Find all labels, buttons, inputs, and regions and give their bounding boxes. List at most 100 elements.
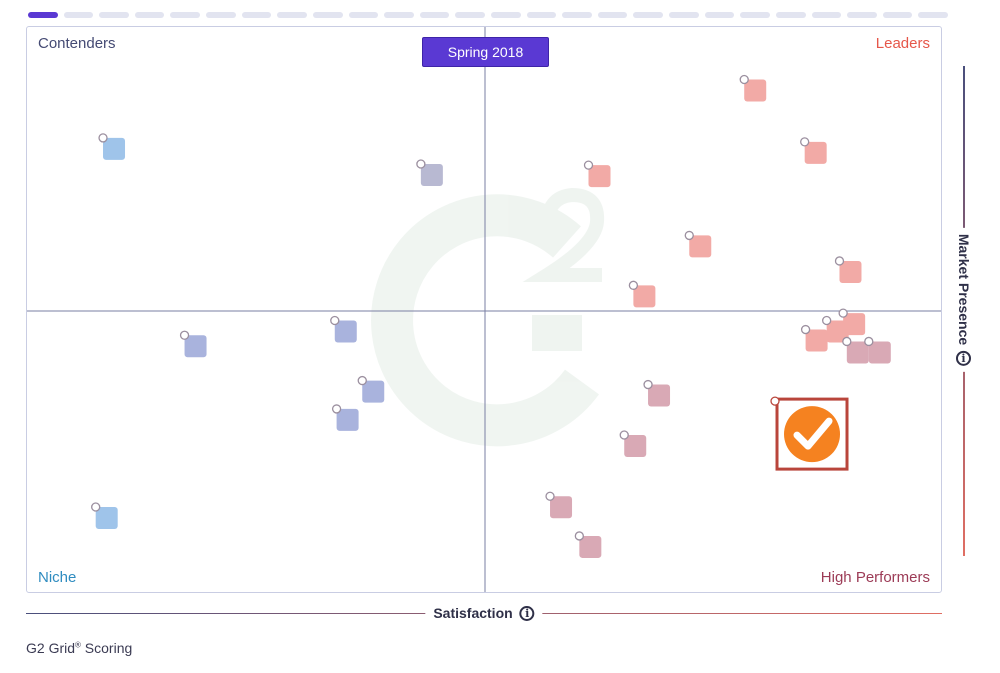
info-icon[interactable]: i <box>956 351 972 367</box>
product-marker[interactable] <box>619 430 647 458</box>
product-marker[interactable] <box>331 404 359 431</box>
product-marker[interactable] <box>583 160 611 188</box>
footer-caption: G2 Grid® Scoring <box>26 640 132 656</box>
product-tile[interactable] <box>336 408 359 431</box>
marker-pin <box>834 256 845 266</box>
product-tile[interactable] <box>804 141 827 164</box>
progress-step[interactable] <box>455 12 485 18</box>
marker-pin <box>770 396 780 406</box>
progress-step[interactable] <box>28 12 58 18</box>
x-axis-title: Satisfaction <box>433 605 513 621</box>
progress-step[interactable] <box>277 12 307 18</box>
product-tile[interactable] <box>550 496 573 519</box>
progress-step[interactable] <box>63 12 94 18</box>
product-marker[interactable] <box>684 230 712 258</box>
product-tile[interactable] <box>839 260 862 283</box>
progress-step[interactable] <box>669 12 699 18</box>
progress-step[interactable] <box>918 12 948 18</box>
x-axis-label: Satisfaction i <box>425 605 543 621</box>
product-marker[interactable] <box>628 280 656 308</box>
marker-pin <box>864 336 874 347</box>
progress-step[interactable] <box>312 12 343 18</box>
quadrant-label-contenders: Contenders <box>38 35 116 52</box>
progress-step[interactable] <box>811 12 842 18</box>
chart-canvas <box>27 27 941 592</box>
data-points <box>91 74 891 558</box>
product-marker[interactable] <box>98 133 126 160</box>
product-tile[interactable] <box>334 320 357 343</box>
product-tile[interactable] <box>805 329 828 352</box>
progress-step[interactable] <box>704 12 735 18</box>
progress-step[interactable] <box>633 12 664 18</box>
marker-pin <box>822 315 832 326</box>
product-tile[interactable] <box>633 285 656 308</box>
progress-step[interactable] <box>134 12 165 18</box>
product-marker[interactable] <box>574 531 602 558</box>
progress-step[interactable] <box>419 12 450 18</box>
marker-pin <box>842 336 852 347</box>
info-icon[interactable]: i <box>519 605 535 621</box>
quadrant-label-high-performers: High Performers <box>820 569 930 586</box>
checkmark-stroke <box>793 417 833 450</box>
product-marker[interactable] <box>800 324 828 352</box>
marker-pin <box>628 280 639 290</box>
product-tile[interactable] <box>103 137 126 160</box>
product-marker[interactable] <box>800 137 827 164</box>
marker-pin <box>643 379 653 390</box>
product-tile[interactable] <box>648 384 671 407</box>
product-marker[interactable] <box>416 159 443 186</box>
progress-step[interactable] <box>740 12 770 18</box>
g2-grid-chart <box>26 26 942 593</box>
product-tile[interactable] <box>579 535 602 558</box>
product-marker[interactable] <box>864 336 891 364</box>
progress-step[interactable] <box>170 12 201 18</box>
period-button[interactable]: Spring 2018 <box>422 37 549 67</box>
progress-step[interactable] <box>562 12 592 18</box>
marker-pin <box>583 160 594 170</box>
marker-pin <box>574 531 584 541</box>
progress-step[interactable] <box>597 12 628 18</box>
product-marker[interactable] <box>834 256 862 283</box>
progress-step[interactable] <box>882 12 913 18</box>
highlighted-product-marker[interactable] <box>770 396 849 471</box>
product-marker[interactable] <box>91 502 118 530</box>
product-tile[interactable] <box>588 165 611 188</box>
progress-step[interactable] <box>526 12 557 18</box>
product-tile[interactable] <box>744 79 767 102</box>
product-marker[interactable] <box>822 315 849 343</box>
progress-step[interactable] <box>206 12 236 18</box>
progress-step[interactable] <box>348 12 379 18</box>
progress-step[interactable] <box>491 12 521 18</box>
progress-step[interactable] <box>99 12 129 18</box>
product-tile[interactable] <box>826 320 849 343</box>
product-marker[interactable] <box>179 330 207 358</box>
product-tile[interactable] <box>624 435 647 458</box>
product-marker[interactable] <box>545 491 573 519</box>
registered-mark: ® <box>75 640 81 650</box>
progress-step[interactable] <box>241 12 272 18</box>
product-tile[interactable] <box>689 235 712 258</box>
g2-logo-watermark <box>371 187 605 447</box>
product-tile[interactable] <box>846 341 869 364</box>
product-tile[interactable] <box>95 507 118 530</box>
product-marker[interactable] <box>330 315 357 343</box>
product-tile[interactable] <box>420 163 443 186</box>
marker-pin <box>838 308 848 318</box>
product-tile[interactable] <box>362 380 385 403</box>
footer-suffix: Scoring <box>80 640 133 656</box>
progress-step[interactable] <box>775 12 806 18</box>
footer-text: G2 Grid <box>26 640 76 656</box>
y-axis-title: Market Presence <box>956 233 972 346</box>
marker-pin <box>800 137 810 147</box>
marker-pin <box>357 375 367 386</box>
checkmark-icon <box>784 406 841 463</box>
product-tile[interactable] <box>868 341 891 364</box>
product-tile[interactable] <box>184 335 207 358</box>
product-marker[interactable] <box>842 336 869 364</box>
progress-step[interactable] <box>847 12 877 18</box>
product-marker[interactable] <box>739 74 767 102</box>
marker-pin <box>619 430 629 440</box>
product-marker[interactable] <box>643 379 671 407</box>
progress-step[interactable] <box>384 12 414 18</box>
product-marker[interactable] <box>357 375 385 403</box>
